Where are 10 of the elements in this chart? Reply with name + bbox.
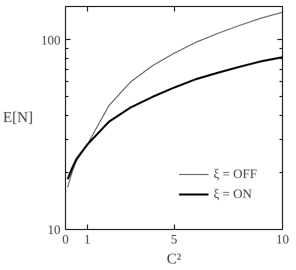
- x-tick-label: 1: [84, 232, 90, 246]
- legend-label: ξ = OFF: [214, 166, 257, 182]
- x-tick-label: 10: [276, 232, 289, 246]
- legend-label: ξ = ON: [214, 186, 252, 202]
- y-axis-title: E[N]: [3, 110, 34, 126]
- y-tick-label: 100: [41, 32, 60, 48]
- x-axis-title: C²: [166, 252, 182, 268]
- x-tick-label: 0: [62, 232, 69, 246]
- line-series: [67, 12, 282, 188]
- x-tick-label: 5: [170, 232, 178, 246]
